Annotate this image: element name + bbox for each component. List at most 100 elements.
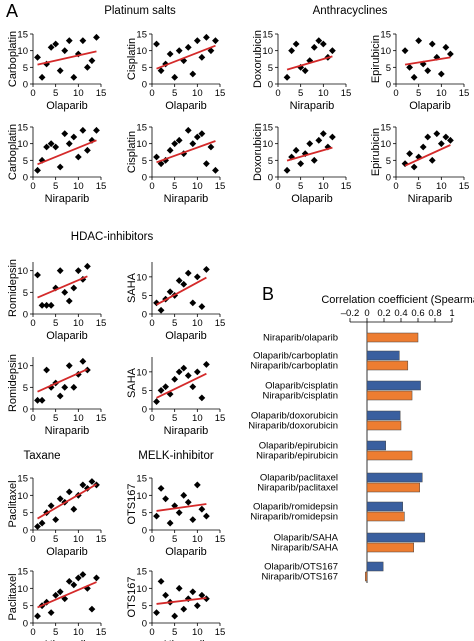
data-point — [184, 269, 192, 277]
data-point — [56, 392, 64, 400]
data-point — [319, 40, 327, 48]
data-point — [203, 33, 210, 41]
data-point — [162, 383, 169, 391]
x-axis-label: Niraparib — [45, 193, 90, 205]
y-axis-label: SAHA — [126, 272, 138, 303]
trend-line — [37, 275, 88, 299]
y-tick-label: 10 — [136, 584, 147, 595]
data-point — [34, 271, 41, 279]
x-tick-label: 0 — [149, 318, 154, 329]
scatter-plot-2: 0 5 10 15 0 5 10 15 Niraparib Doxorubicin — [252, 30, 351, 113]
bar-category-label: Olaparib/paclitaxel — [260, 473, 338, 484]
data-point — [288, 47, 295, 55]
data-point — [65, 140, 73, 148]
x-tick-label: 15 — [215, 534, 226, 545]
data-point — [180, 364, 188, 372]
data-point — [56, 588, 64, 596]
data-point — [65, 362, 73, 370]
scatter-plot-6: 0 5 10 15 0 5 10 15 Olaparib Doxorubicin — [252, 123, 351, 206]
data-point — [212, 37, 219, 45]
trend-line — [156, 503, 207, 512]
scatter-plot-14: 0 5 10 15 0 5 10 15 Niraparib Paclitaxel — [7, 567, 106, 641]
data-point — [61, 130, 69, 138]
data-point — [65, 37, 73, 45]
data-point — [47, 301, 55, 309]
bar-niraparib — [365, 571, 368, 582]
data-point — [329, 47, 336, 55]
data-point — [189, 70, 197, 78]
group-title-platinum-salts: Platinum salts — [104, 5, 176, 17]
x-tick-label: 15 — [96, 181, 107, 192]
data-point — [93, 574, 100, 582]
trend-line — [156, 276, 207, 306]
scatter-plot-4: 0 5 10 15 0 5 10 15 Niraparib Carboplatin — [7, 123, 106, 206]
trend-line — [37, 483, 97, 520]
data-point — [34, 166, 41, 174]
data-point — [88, 57, 96, 65]
data-point — [212, 166, 219, 174]
bar-niraparib — [366, 360, 409, 371]
data-point — [61, 47, 69, 55]
data-point — [189, 140, 197, 148]
bar-x-tick-label: 0.2 — [377, 308, 390, 319]
bar-niraparib — [366, 332, 419, 343]
panel-label-b: B — [262, 284, 274, 304]
x-axis-label: Olaparib — [409, 100, 451, 112]
bar-category-label: Olaparib/doxorubicin — [251, 411, 338, 422]
x-tick-label: 10 — [436, 181, 447, 192]
group-title-hdac-inhibitors: HDAC-inhibitors — [71, 231, 154, 243]
data-point — [61, 288, 69, 296]
y-tick-label: 0 — [268, 80, 273, 91]
data-point — [180, 150, 188, 158]
data-point — [415, 37, 423, 45]
x-axis-label: Olaparib — [165, 100, 207, 112]
data-point — [157, 306, 165, 314]
data-point — [74, 267, 82, 275]
data-point — [166, 50, 174, 58]
y-tick-label: 5 — [268, 63, 273, 74]
y-axis-label: Paclitaxel — [7, 480, 19, 527]
data-point — [88, 478, 96, 485]
data-point — [88, 605, 96, 613]
x-tick-label: 10 — [192, 181, 203, 192]
scatter-plot-1: 0 5 10 15 0 5 10 15 Olaparib Cisplatin — [126, 30, 225, 113]
data-point — [65, 297, 73, 305]
data-point — [203, 512, 210, 520]
bar-x-tick-label: 0.4 — [394, 308, 407, 319]
data-point — [292, 146, 300, 154]
x-tick-label: 0 — [30, 413, 35, 424]
data-point — [184, 126, 192, 134]
x-tick-label: 10 — [192, 627, 203, 638]
trend-line — [404, 144, 451, 167]
data-point — [166, 288, 174, 296]
y-tick-label: 0 — [386, 173, 391, 184]
data-point — [74, 153, 82, 161]
bar-niraparib — [366, 390, 413, 401]
x-tick-label: 0 — [275, 181, 280, 192]
y-tick-label: 0 — [142, 310, 147, 321]
x-tick-label: 5 — [416, 88, 421, 99]
y-tick-label: 15 — [262, 30, 273, 41]
x-tick-label: 15 — [96, 534, 107, 545]
bar-niraparib — [366, 450, 413, 461]
x-tick-label: 15 — [341, 88, 352, 99]
trend-line — [156, 44, 216, 70]
x-tick-label: 15 — [215, 181, 226, 192]
x-tick-label: 10 — [73, 88, 84, 99]
data-point — [74, 574, 82, 582]
y-tick-label: 10 — [136, 139, 147, 150]
data-point — [198, 591, 206, 599]
y-tick-label: 0 — [142, 405, 147, 416]
bar-olaparib — [366, 501, 403, 512]
y-axis-label: OTS167 — [126, 484, 138, 525]
data-point — [34, 53, 41, 61]
data-point — [88, 136, 96, 144]
data-point — [437, 140, 445, 148]
y-tick-label: 15 — [136, 567, 147, 578]
data-point — [56, 163, 64, 171]
data-point — [180, 57, 188, 65]
y-tick-label: 10 — [136, 272, 147, 283]
data-point — [315, 37, 323, 45]
